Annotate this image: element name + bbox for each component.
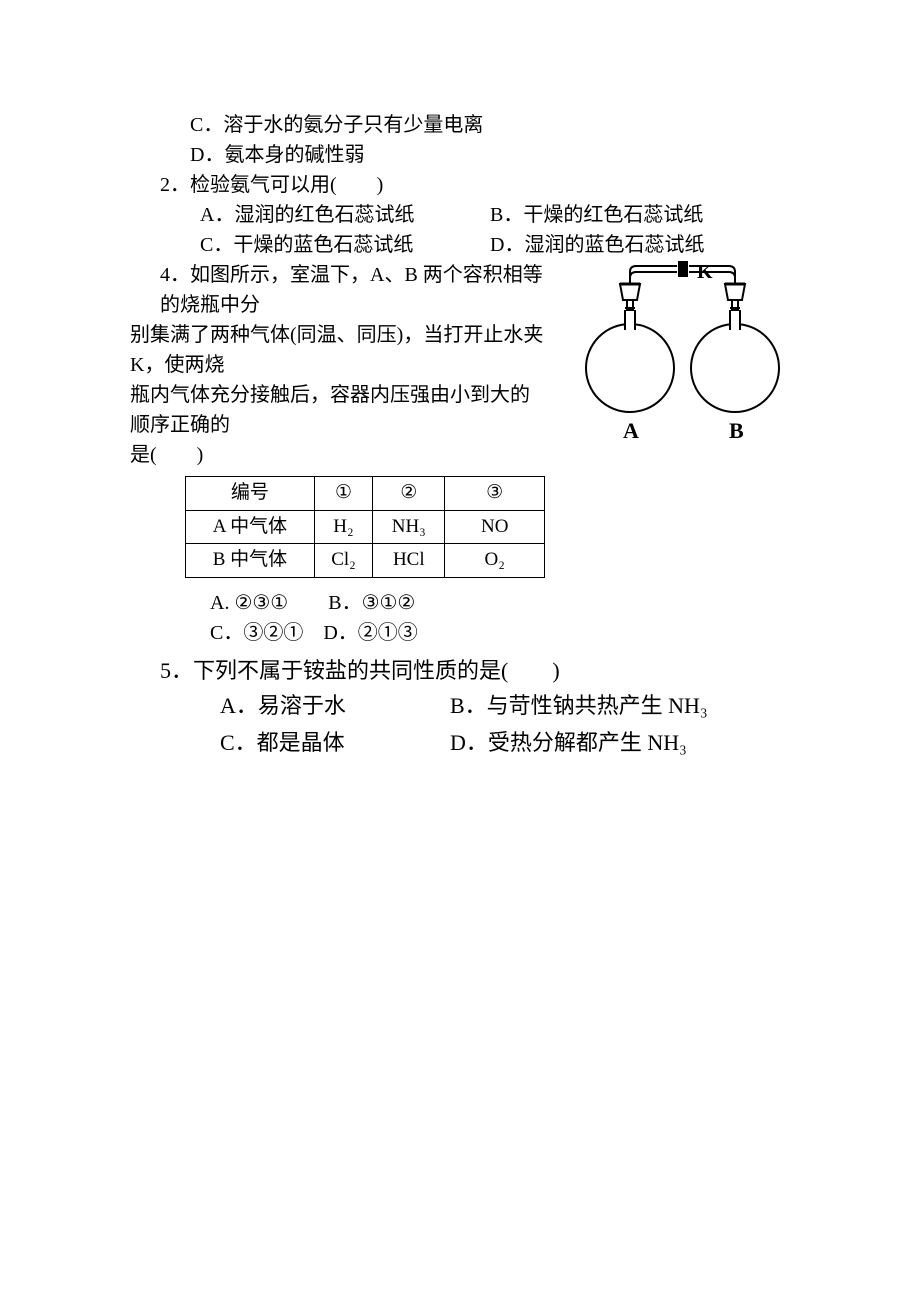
q2-option-d: D．湿润的蓝色石蕊试纸: [490, 230, 790, 260]
q1-option-d: D．氨本身的碱性弱: [130, 140, 790, 170]
q5-option-c: C．都是晶体: [220, 724, 450, 761]
q2-option-c: C．干燥的蓝色石蕊试纸: [200, 230, 490, 260]
q5-option-b: B．与苛性钠共热产生 NH₃: [450, 687, 708, 724]
q5-stem: 5．下列不属于铵盐的共同性质的是( ): [130, 654, 790, 687]
q4-r1c2: HCl: [373, 544, 445, 578]
q4-th-0: 编号: [186, 477, 315, 511]
q4-r1c3: O₂: [445, 544, 545, 578]
q4-th-3: ③: [445, 477, 545, 511]
table-row: 编号 ① ② ③: [186, 477, 545, 511]
q4-answer-row2: C．③②① D．②①③: [210, 618, 790, 648]
q5-option-a: A．易溶于水: [220, 687, 450, 724]
table-row: B 中气体 Cl₂ HCl O₂: [186, 544, 545, 578]
q4-stem-line1: 4．如图所示，室温下，A、B 两个容积相等的烧瓶中分: [130, 260, 545, 320]
q2-option-a: A．湿润的红色石蕊试纸: [200, 200, 490, 230]
diagram-label-b: B: [729, 418, 744, 443]
q4-stem-line4: 是( ): [130, 440, 545, 470]
q4-r0c1: H₂: [314, 510, 372, 544]
diagram-label-k: K: [697, 261, 713, 283]
q2-stem: 2．检验氨气可以用( ): [130, 170, 790, 200]
q4-r0c0: A 中气体: [186, 510, 315, 544]
q5-option-d: D．受热分解都产生 NH₃: [450, 724, 687, 761]
q4-r0c3: NO: [445, 510, 545, 544]
diagram-label-a: A: [623, 418, 639, 443]
q4-stem-line2: 别集满了两种气体(同温、同压)，当打开止水夹 K，使两烧: [130, 320, 545, 380]
q4-diagram: K A B: [575, 260, 790, 454]
q4-table: 编号 ① ② ③ A 中气体 H₂ NH₃ NO B 中气体 Cl₂ H: [185, 476, 545, 578]
table-row: A 中气体 H₂ NH₃ NO: [186, 510, 545, 544]
q1-option-c: C．溶于水的氨分子只有少量电离: [130, 110, 790, 140]
q4-th-1: ①: [314, 477, 372, 511]
q2-option-b: B．干燥的红色石蕊试纸: [490, 200, 790, 230]
q4-r0c2: NH₃: [373, 510, 445, 544]
q4-r1c1: Cl₂: [314, 544, 372, 578]
q4-r1c0: B 中气体: [186, 544, 315, 578]
q4-answer-row1: A. ②③① B．③①②: [210, 588, 790, 618]
q4-th-2: ②: [373, 477, 445, 511]
q4-stem-line3: 瓶内气体充分接触后，容器内压强由小到大的顺序正确的: [130, 380, 545, 440]
